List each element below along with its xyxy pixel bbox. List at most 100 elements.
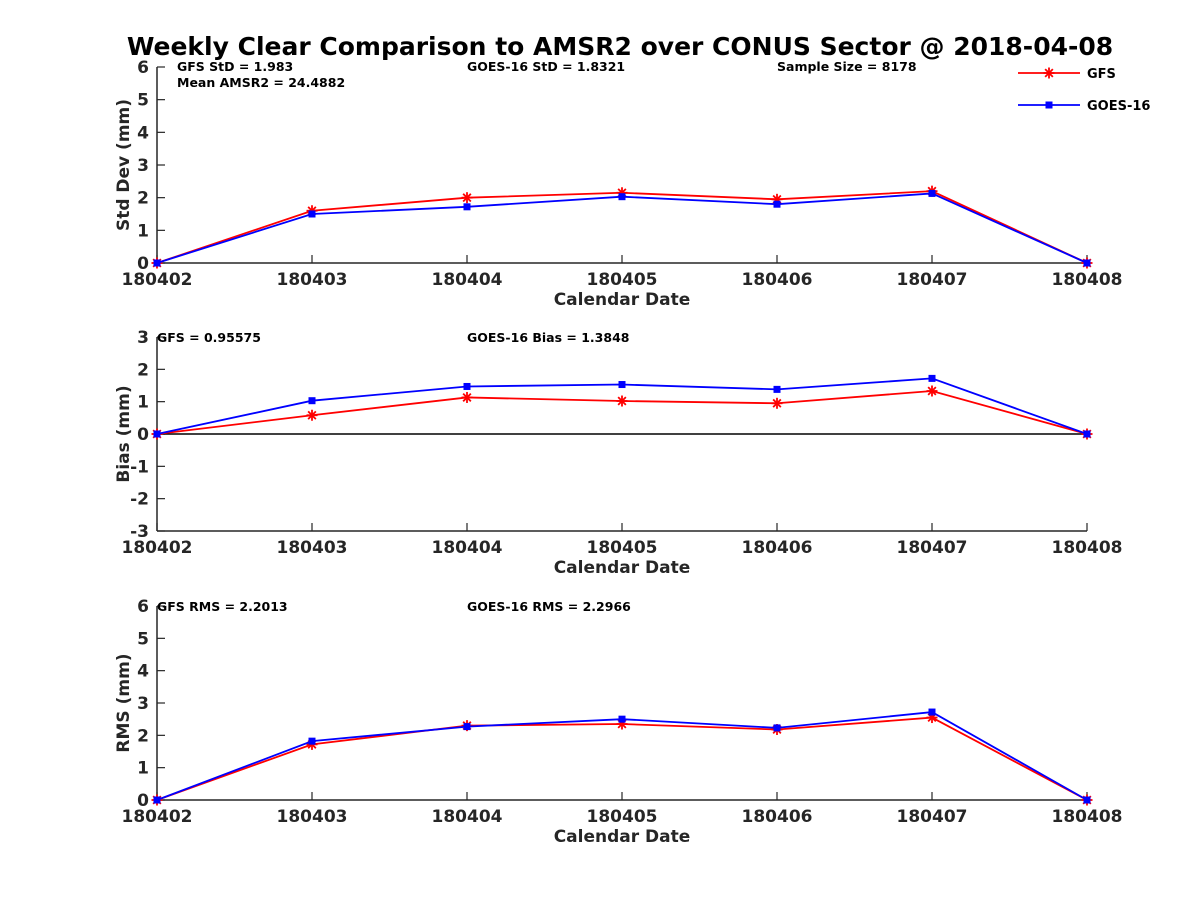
data-point <box>461 391 473 403</box>
x-tick-label: 180404 <box>432 807 503 827</box>
data-point <box>1083 430 1091 438</box>
x-tick-label: 180403 <box>277 538 348 558</box>
data-point <box>153 430 161 438</box>
y-tick-label: 1 <box>137 393 149 413</box>
x-tick-label: 180404 <box>432 538 503 558</box>
y-tick-label: 0 <box>137 425 149 445</box>
data-point <box>153 259 161 267</box>
data-point <box>928 189 936 197</box>
legend-marker <box>1043 67 1055 79</box>
series-goes-16 <box>153 374 1091 438</box>
data-point <box>463 203 471 211</box>
x-tick-label: 180405 <box>587 538 658 558</box>
y-axis-label: Bias (mm) <box>114 385 134 482</box>
data-point <box>308 210 316 218</box>
data-point <box>1083 796 1091 804</box>
legend-entry-goes-16: GOES-16 <box>1018 99 1150 114</box>
x-tick-label: 180408 <box>1052 807 1123 827</box>
data-point <box>463 723 471 731</box>
legend-marker <box>1045 101 1053 109</box>
y-tick-label: 4 <box>137 123 149 143</box>
y-tick-label: 5 <box>137 91 149 111</box>
y-tick-label: -2 <box>130 490 149 510</box>
x-tick-label: 180405 <box>587 807 658 827</box>
y-tick-label: 1 <box>137 759 149 779</box>
data-point <box>618 381 626 389</box>
data-point <box>618 715 626 723</box>
annotation-mean-amsr2: Mean AMSR2 = 24.4882 <box>177 75 345 90</box>
y-tick-label: 0 <box>137 791 149 811</box>
annotation-goes-rms: GOES-16 RMS = 2.2966 <box>467 599 631 614</box>
x-axis-label: Calendar Date <box>554 290 691 310</box>
data-point <box>928 708 936 716</box>
data-point <box>308 737 316 745</box>
y-tick-label: 2 <box>137 360 149 380</box>
y-tick-label: 5 <box>137 629 149 649</box>
data-point <box>771 397 783 409</box>
data-point <box>773 200 781 208</box>
x-tick-label: 180406 <box>742 807 813 827</box>
data-point <box>461 192 473 204</box>
y-tick-label: -1 <box>130 457 149 477</box>
data-point <box>1083 259 1091 267</box>
series-goes-16 <box>153 708 1091 804</box>
data-point <box>153 796 161 804</box>
annotation-gfs-std: GFS StD = 1.983 <box>177 59 293 74</box>
panels-layer: 0 1 2 3 4 5 6 180402 180403 180404 180405 180406 180… <box>114 58 1122 847</box>
legend-entry-gfs: GFS <box>1018 67 1116 82</box>
legend: GFS GOES-16 <box>1018 67 1150 114</box>
x-tick-label: 180403 <box>277 270 348 290</box>
y-tick-label: 2 <box>137 726 149 746</box>
x-tick-label: 180403 <box>277 807 348 827</box>
y-tick-label: 4 <box>137 662 149 682</box>
x-tick-label: 180407 <box>897 270 968 290</box>
data-point <box>306 409 318 421</box>
y-axis-label: Std Dev (mm) <box>114 99 134 231</box>
y-tick-label: 3 <box>137 328 149 348</box>
x-tick-label: 180408 <box>1052 270 1123 290</box>
x-tick-label: 180407 <box>897 807 968 827</box>
x-tick-label: 180408 <box>1052 538 1123 558</box>
x-tick-label: 180402 <box>122 538 193 558</box>
x-tick-label: 180406 <box>742 538 813 558</box>
x-tick-label: 180402 <box>122 270 193 290</box>
legend-label: GOES-16 <box>1087 99 1150 114</box>
chart-title: Weekly Clear Comparison to AMSR2 over CO… <box>127 32 1113 61</box>
data-point <box>928 374 936 382</box>
x-tick-label: 180406 <box>742 270 813 290</box>
y-tick-label: -3 <box>130 522 149 542</box>
data-point <box>463 382 471 390</box>
y-tick-label: 3 <box>137 156 149 176</box>
y-tick-label: 1 <box>137 221 149 241</box>
y-tick-label: 0 <box>137 254 149 274</box>
y-tick-label: 6 <box>137 58 149 78</box>
x-tick-label: 180402 <box>122 807 193 827</box>
y-tick-label: 6 <box>137 597 149 617</box>
annotation-sample-size: Sample Size = 8178 <box>777 59 917 74</box>
panel-3: 0 1 2 3 4 5 6 180402 180403 180404 180405 180406 180… <box>114 597 1122 847</box>
annotation-gfs-rms: GFS RMS = 2.2013 <box>157 599 288 614</box>
annotation-goes-std: GOES-16 StD = 1.8321 <box>467 59 625 74</box>
data-point <box>926 385 938 397</box>
x-tick-label: 180405 <box>587 270 658 290</box>
y-tick-label: 3 <box>137 694 149 714</box>
x-axis-label: Calendar Date <box>554 558 691 578</box>
data-point <box>773 724 781 732</box>
panel-2: -3 -2 -1 0 1 2 3 180402 180403 180404 180405 180406… <box>114 328 1122 578</box>
series-goes-16 <box>153 189 1091 267</box>
data-point <box>618 193 626 201</box>
annotation-gfs-bias: GFS = 0.95575 <box>157 330 261 345</box>
panel-1: 0 1 2 3 4 5 6 180402 180403 180404 180405 180406 180… <box>114 58 1122 310</box>
data-point <box>616 395 628 407</box>
legend-label: GFS <box>1087 67 1116 82</box>
x-axis-label: Calendar Date <box>554 827 691 847</box>
x-tick-label: 180407 <box>897 538 968 558</box>
data-point <box>308 397 316 405</box>
data-point <box>773 385 781 393</box>
y-axis-label: RMS (mm) <box>114 653 134 752</box>
y-tick-label: 2 <box>137 189 149 209</box>
x-tick-label: 180404 <box>432 270 503 290</box>
annotation-goes-bias: GOES-16 Bias = 1.3848 <box>467 330 629 345</box>
